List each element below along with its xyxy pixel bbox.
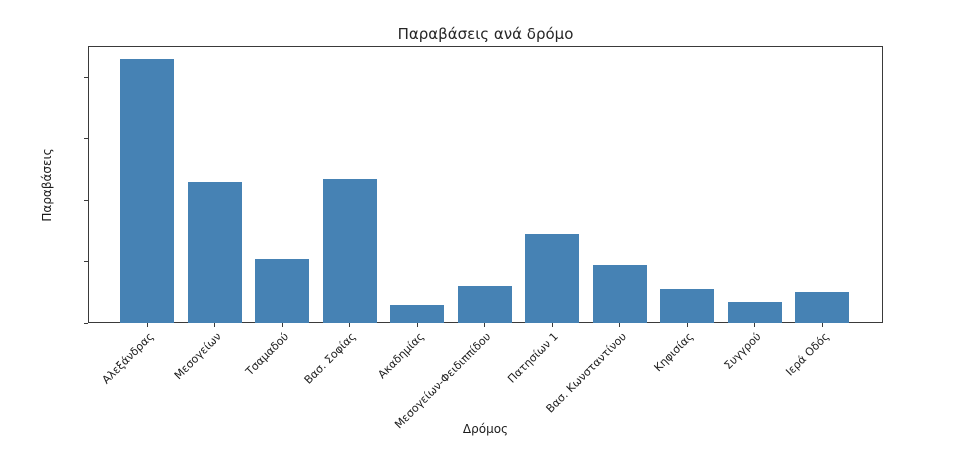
y-tick-mark	[84, 322, 88, 324]
bar	[660, 289, 714, 323]
y-axis-label: Παραβάσεις	[40, 148, 54, 222]
x-tick-mark	[551, 323, 553, 327]
x-tick-mark	[214, 323, 215, 327]
x-tick-label-text: Κηφισίας	[651, 330, 697, 375]
bar	[255, 258, 309, 323]
x-tick-label-text: Πατησίων 1	[505, 330, 562, 386]
y-tick-mark	[84, 199, 88, 201]
x-tick-label-text: Μεσογείων	[171, 330, 224, 383]
x-tick-mark	[619, 323, 620, 327]
y-tick-mark	[84, 261, 88, 263]
x-tick-mark	[281, 323, 283, 327]
x-axis-label: Δρόμος	[462, 422, 509, 436]
x-tick-mark	[484, 323, 485, 327]
y-tick-mark	[84, 138, 88, 140]
x-tick-mark	[754, 323, 755, 327]
bar	[120, 59, 174, 323]
bar	[525, 234, 579, 323]
chart-title: Παραβάσεις ανά δρόμο	[397, 25, 574, 43]
x-tick-label-text: Συγγρού	[721, 330, 764, 373]
bar	[592, 264, 647, 323]
x-tick-mark	[686, 323, 688, 327]
bar	[390, 304, 444, 323]
x-tick-label-text: Βασ. Σοφίας	[302, 330, 359, 387]
x-tick-label-text: Ιερά Οδός	[782, 330, 832, 379]
bar	[187, 181, 242, 323]
x-tick-mark	[821, 323, 823, 327]
x-tick-label-text: Ακαδημίας	[375, 330, 427, 382]
x-tick-label-text: Τσαμαδού	[243, 330, 292, 379]
x-tick-mark	[416, 323, 418, 327]
y-tick-mark	[84, 77, 88, 79]
bar	[457, 286, 512, 323]
bar	[727, 301, 782, 323]
bar	[322, 178, 377, 323]
x-tick-mark	[349, 323, 350, 327]
x-tick-mark	[146, 323, 148, 327]
x-tick-label-text: Αλεξάνδρας	[99, 330, 157, 387]
bar	[795, 292, 849, 323]
